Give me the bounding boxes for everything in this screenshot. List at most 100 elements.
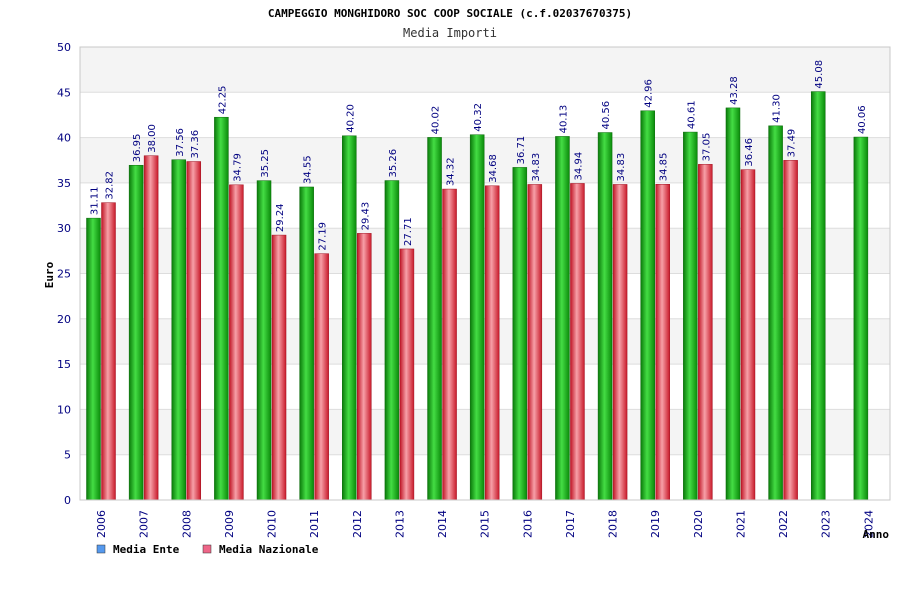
x-tick-label: 2012 (351, 510, 364, 538)
y-tick-label: 50 (57, 41, 71, 54)
x-tick-label: 2010 (266, 510, 279, 538)
value-label: 27.19 (318, 222, 329, 251)
value-label: 37.56 (175, 128, 186, 157)
x-tick-label: 2006 (95, 510, 108, 538)
value-label: 34.83 (616, 153, 627, 182)
value-label: 32.82 (105, 171, 116, 200)
x-tick-label: 2014 (436, 510, 449, 538)
value-label: 36.46 (744, 138, 755, 167)
bar-media-nazionale (783, 160, 798, 501)
value-label: 36.95 (132, 134, 143, 163)
bar-media-ente (128, 164, 144, 501)
bar-media-nazionale (314, 253, 329, 501)
value-label: 36.71 (516, 136, 527, 165)
bar-media-nazionale (143, 155, 159, 501)
bar-media-ente (725, 107, 741, 501)
bar-media-nazionale (740, 169, 756, 501)
bar-media-nazionale (527, 184, 543, 501)
value-label: 34.79 (232, 153, 243, 182)
value-label: 29.24 (275, 203, 286, 232)
value-label: 34.94 (573, 152, 584, 181)
y-tick-label: 10 (57, 403, 71, 416)
y-tick-label: 20 (57, 313, 71, 326)
bar-media-nazionale (612, 184, 628, 501)
bar-media-ente (171, 159, 187, 501)
x-tick-label: 2019 (649, 510, 662, 538)
bar-media-nazionale (271, 234, 287, 501)
y-tick-label: 45 (57, 86, 71, 99)
legend-label-media-ente: Media Ente (113, 543, 180, 556)
bar-media-ente (384, 180, 400, 501)
x-tick-label: 2011 (308, 510, 321, 538)
x-tick-label: 2017 (564, 510, 577, 538)
bar-media-ente (640, 110, 655, 501)
x-tick-label: 2020 (692, 510, 705, 538)
bar-media-ente (469, 134, 485, 501)
value-label: 34.68 (488, 154, 499, 183)
bar-media-nazionale (186, 161, 202, 501)
y-tick-labels: 0 5 10 15 20 25 30 35 40 45 50 (57, 41, 71, 507)
x-tick-label: 2023 (820, 510, 833, 538)
bar-media-ente (810, 91, 826, 501)
legend-swatch-media-nazionale (202, 544, 212, 554)
value-label: 40.06 (857, 105, 868, 134)
y-tick-label: 0 (64, 494, 71, 507)
value-label: 40.61 (686, 100, 697, 129)
value-label: 37.05 (701, 133, 712, 162)
bar-media-nazionale (357, 233, 372, 501)
bar-media-nazionale (655, 184, 670, 501)
value-label: 35.25 (260, 149, 271, 178)
x-tick-label: 2015 (479, 510, 492, 538)
value-label: 29.43 (360, 202, 371, 231)
value-label: 40.20 (345, 104, 356, 133)
y-tick-label: 25 (57, 268, 71, 281)
value-label: 37.49 (787, 129, 798, 158)
bar-media-nazionale (399, 248, 415, 501)
bar-media-ente (256, 180, 272, 501)
x-tick-label: 2021 (734, 510, 747, 538)
bar-media-ente (427, 137, 442, 501)
value-label: 41.30 (772, 94, 783, 123)
x-tick-labels: 2006 2007 2008 2009 2010 2011 2012 2013 2014 2015… (95, 510, 875, 538)
value-label: 37.36 (190, 130, 201, 159)
bar-media-ente (342, 135, 357, 501)
value-label: 34.83 (531, 153, 542, 182)
y-tick-label: 35 (57, 177, 71, 190)
value-label: 38.00 (147, 124, 158, 153)
bar-media-nazionale (229, 184, 244, 501)
bars (86, 91, 869, 501)
bar-media-ente (214, 116, 229, 501)
x-tick-label: 2009 (223, 510, 236, 538)
legend: Media Ente Media Nazionale (96, 543, 319, 556)
x-tick-label: 2007 (138, 510, 151, 538)
y-axis-title: Euro (43, 261, 56, 288)
value-label: 40.56 (601, 101, 612, 130)
value-label: 27.71 (403, 217, 414, 246)
bar-media-ente (853, 136, 869, 501)
y-tick-label: 15 (57, 358, 71, 371)
bar-media-ente (555, 136, 570, 501)
bar-media-nazionale (484, 185, 500, 501)
chart-subtitle: Media Importi (403, 26, 497, 40)
bar-media-nazionale (698, 164, 713, 501)
y-tick-label: 40 (57, 132, 71, 145)
bar-media-nazionale (101, 202, 116, 501)
value-label: 45.08 (814, 60, 825, 89)
grid-band (80, 47, 890, 93)
value-label: 42.25 (217, 86, 228, 115)
bar-media-nazionale (442, 188, 457, 501)
bar-media-ente (768, 125, 783, 501)
bar-media-ente (597, 132, 613, 501)
bar-media-ente (86, 217, 101, 501)
value-label: 34.55 (303, 155, 314, 184)
bar-media-ente (512, 167, 528, 501)
value-label: 31.11 (90, 187, 101, 216)
x-tick-label: 2022 (777, 510, 790, 538)
y-tick-label: 30 (57, 222, 71, 235)
value-label: 43.28 (729, 76, 740, 105)
x-axis-title: Anno (863, 528, 890, 541)
value-label: 34.85 (659, 153, 670, 182)
value-label: 40.32 (473, 103, 484, 132)
x-tick-label: 2013 (393, 510, 406, 538)
